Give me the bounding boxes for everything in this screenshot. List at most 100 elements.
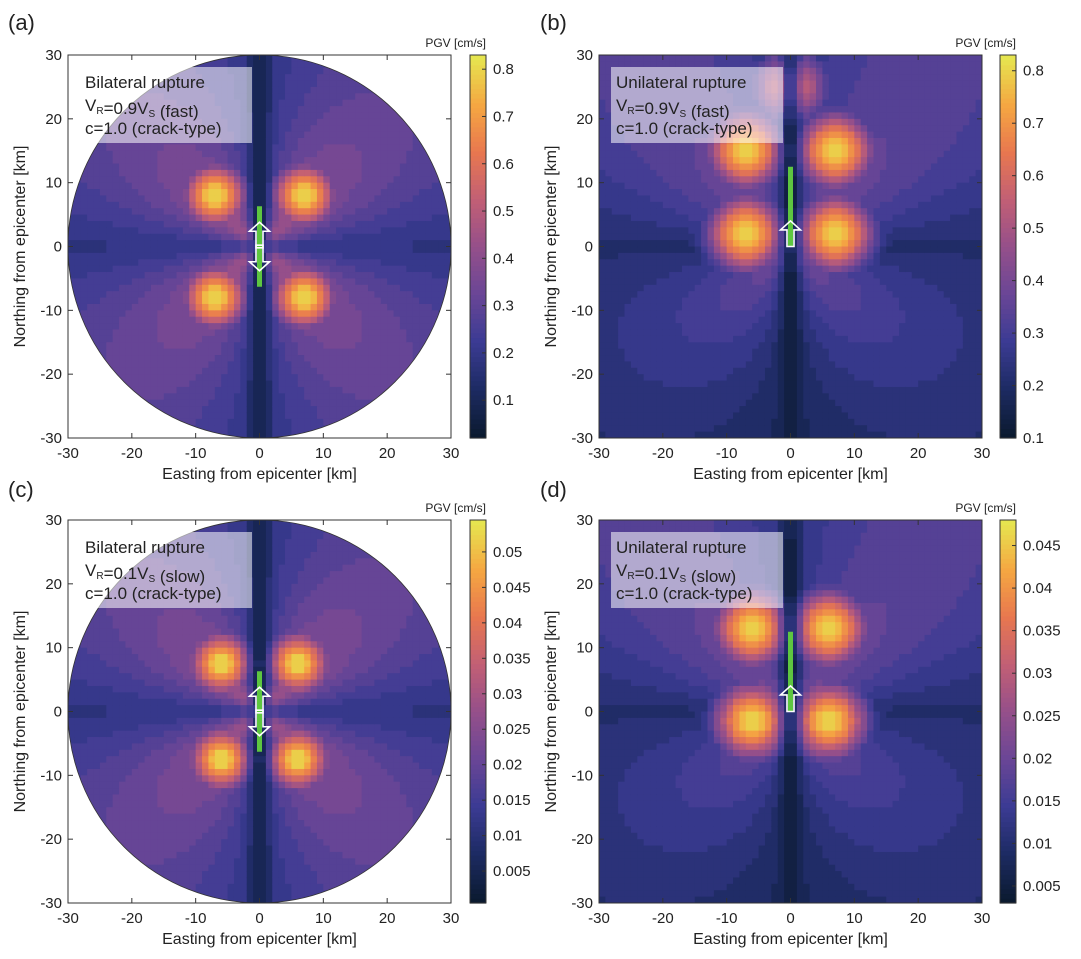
pgv-cell — [336, 240, 344, 248]
pgv-cell — [157, 335, 165, 343]
pgv-cell — [163, 380, 171, 388]
pgv-cell — [80, 214, 88, 222]
pgv-cell — [176, 201, 184, 209]
pgv-cell — [412, 246, 420, 254]
pgv-cell — [68, 93, 75, 101]
pgv-cell — [119, 329, 127, 337]
pgv-cell — [189, 418, 197, 426]
pgv-cell — [272, 233, 280, 241]
pgv-cell — [144, 323, 152, 331]
pgv-cell — [361, 150, 369, 158]
pgv-cell — [618, 233, 626, 241]
pgv-cell — [304, 393, 312, 401]
pgv-cell — [240, 144, 248, 152]
pgv-cell — [221, 323, 229, 331]
pgv-cell — [694, 412, 702, 420]
pgv-cell — [650, 201, 658, 209]
pgv-cell — [112, 297, 120, 305]
pgv-cell — [246, 272, 254, 280]
pgv-cell — [374, 386, 382, 394]
pgv-cell — [150, 55, 158, 62]
pgv-cell — [611, 182, 619, 190]
pgv-cell — [106, 406, 114, 414]
pgv-cell — [278, 284, 286, 292]
pgv-cell — [348, 80, 356, 88]
pgv-cell — [68, 342, 75, 350]
pgv-cell — [125, 144, 133, 152]
pgv-cell — [662, 233, 670, 241]
pgv-cell — [304, 425, 312, 433]
pgv-cell — [701, 393, 709, 401]
pgv-cell — [304, 208, 312, 216]
pgv-cell — [419, 61, 427, 69]
pgv-cell — [431, 425, 439, 433]
pgv-cell — [265, 355, 273, 362]
pgv-cell — [701, 412, 709, 420]
pgv-cell — [329, 406, 337, 414]
pgv-cell — [342, 303, 350, 311]
pgv-cell — [202, 355, 210, 362]
pgv-cell — [368, 99, 375, 107]
pgv-cell — [393, 259, 401, 267]
pgv-cell — [662, 310, 670, 318]
pgv-cell — [675, 252, 683, 260]
pgv-cell — [93, 278, 101, 286]
pgv-cell — [361, 310, 369, 318]
pgv-cell — [399, 208, 407, 216]
pgv-cell — [431, 208, 439, 216]
pgv-cell — [106, 220, 114, 228]
pgv-cell — [259, 386, 267, 394]
pgv-cell — [694, 201, 702, 209]
pgv-cell — [316, 195, 324, 203]
pgv-cell — [675, 220, 683, 228]
pgv-cell — [662, 169, 670, 177]
pgv-cell — [150, 335, 158, 343]
pgv-cell — [163, 272, 171, 280]
pgv-cell — [157, 355, 165, 362]
pgv-cell — [713, 240, 721, 248]
pgv-cell — [68, 169, 75, 177]
pgv-cell — [406, 214, 414, 222]
pgv-cell — [246, 278, 254, 286]
pgv-cell — [227, 342, 235, 350]
pgv-cell — [707, 374, 715, 382]
pgv-cell — [713, 316, 721, 324]
pgv-cell — [316, 355, 324, 362]
pgv-cell — [157, 380, 165, 388]
pgv-cell — [125, 195, 133, 203]
pgv-cell — [214, 259, 222, 267]
pgv-cell — [361, 201, 369, 209]
pgv-cell — [342, 227, 350, 235]
pgv-cell — [431, 189, 439, 197]
pgv-cell — [195, 329, 203, 337]
pgv-cell — [182, 144, 190, 152]
pgv-cell — [630, 169, 638, 177]
pgv-cell — [355, 278, 363, 286]
pgv-cell — [74, 412, 82, 420]
pgv-cell — [74, 291, 82, 299]
pgv-cell — [624, 227, 632, 235]
pgv-cell — [624, 431, 632, 438]
pgv-cell — [157, 208, 165, 216]
pgv-cell — [150, 201, 158, 209]
pgv-cell — [374, 208, 382, 216]
pgv-cell — [265, 150, 273, 158]
pgv-cell — [285, 316, 293, 324]
pgv-cell — [425, 67, 433, 75]
pgv-cell — [720, 297, 728, 305]
pgv-cell — [412, 252, 420, 260]
pgv-cell — [291, 150, 299, 158]
pgv-cell — [393, 272, 401, 280]
pgv-cell — [316, 297, 324, 305]
pgv-cell — [342, 418, 350, 426]
pgv-cell — [425, 412, 433, 420]
pgv-cell — [599, 393, 606, 401]
colorbar-segment — [470, 428, 486, 434]
pgv-cell — [285, 144, 293, 152]
pgv-cell — [265, 310, 273, 318]
pgv-cell — [438, 406, 446, 414]
pgv-cell — [425, 163, 433, 171]
pgv-cell — [694, 316, 702, 324]
pgv-cell — [361, 348, 369, 356]
pgv-cell — [119, 169, 127, 177]
